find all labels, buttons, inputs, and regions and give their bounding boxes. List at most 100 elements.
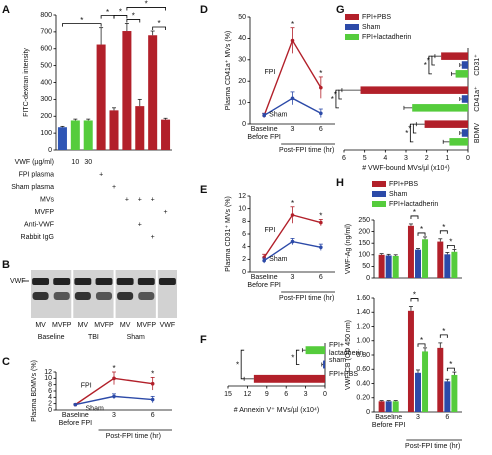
legend-swatch — [345, 34, 359, 40]
blot-band — [53, 278, 71, 285]
x-tick-label: 3 — [290, 274, 295, 281]
x-tick-label: 5 — [363, 155, 367, 162]
significance-bracket — [439, 230, 448, 234]
y-tick-label: 50 — [238, 14, 246, 21]
y-axis-title: FITC-dextran intensity — [23, 48, 30, 117]
data-point — [73, 402, 78, 407]
y-tick-label: 0 — [48, 407, 52, 414]
y-tick-label: 20 — [238, 78, 246, 85]
bar — [441, 52, 468, 60]
category-label-box: FPI+PBS — [329, 371, 358, 378]
significance-bracket — [428, 55, 432, 75]
y-tick-label: 400 — [40, 79, 52, 86]
legend-swatch — [372, 191, 386, 197]
x-tick-label-box: Baseline Before FPI — [59, 412, 92, 427]
panel-letter: E — [200, 184, 207, 196]
x-tick-label: 2 — [425, 155, 429, 162]
lane-label: VWF — [160, 322, 176, 329]
y-tick-label: 0.40 — [356, 380, 370, 387]
table-cell: + — [125, 196, 129, 203]
category-label-box: FPI+ lactadherin — [329, 342, 363, 357]
bar — [461, 61, 468, 69]
x-tick-label: 4 — [383, 155, 387, 162]
significance-bracket — [446, 367, 455, 372]
x-axis-title: Post-FPI time (hr) — [279, 147, 334, 154]
blot-band — [74, 278, 92, 285]
x-tick-label: 0 — [466, 155, 470, 162]
y-tick-label: 50 — [362, 263, 370, 270]
bar — [378, 401, 385, 412]
y-tick-label: 8 — [242, 218, 246, 225]
y-tick-label: 600 — [40, 46, 52, 53]
legend-label: FPI+PBS — [389, 181, 418, 188]
y-tick-label: 800 — [40, 12, 52, 19]
data-point — [290, 96, 295, 101]
blot-band — [95, 278, 113, 285]
bar — [461, 95, 468, 103]
y-tick-label: 10 — [44, 375, 52, 382]
y-axis-title: Plasma CD31⁺ MVs (%) — [225, 196, 232, 272]
series-label: Sham — [86, 405, 104, 412]
significance-bracket — [152, 26, 166, 31]
group-label: Baseline — [38, 334, 65, 341]
bar — [437, 241, 444, 278]
bar — [451, 374, 458, 412]
y-tick-label: 200 — [40, 113, 52, 120]
x-tick-label: 3 — [416, 414, 420, 421]
panel-letter: G — [336, 4, 345, 16]
x-tick-label: 15 — [224, 391, 232, 398]
significance-bracket — [126, 19, 141, 23]
x-tick-label: 12 — [244, 391, 252, 398]
data-point — [262, 113, 266, 118]
significance-star: * — [151, 369, 154, 378]
data-point — [290, 213, 295, 217]
category-label: sham — [329, 356, 347, 364]
x-tick-label: 6 — [342, 155, 346, 162]
table-row-label: VWF (µg/ml) — [15, 159, 54, 166]
panel-letter: B — [2, 259, 10, 271]
panel-letter: H — [336, 177, 344, 189]
y-tick-label: 2 — [242, 256, 246, 263]
bar — [392, 255, 399, 278]
x-tick-label: 3 — [304, 391, 308, 398]
bar — [70, 120, 80, 150]
panel-letter: A — [2, 4, 10, 16]
blot-band — [32, 292, 49, 300]
table-cell: + — [151, 196, 155, 203]
data-point — [150, 381, 155, 386]
bar — [253, 374, 325, 383]
data-point — [262, 258, 266, 263]
table-cell: + — [99, 171, 103, 178]
significance-star: * — [80, 16, 83, 25]
significance-star: * — [413, 208, 416, 217]
x-tick-label-box: 3 — [290, 274, 295, 281]
group-label: Sham — [127, 334, 145, 341]
bar — [83, 120, 93, 150]
y-tick-label: 6 — [48, 388, 52, 395]
legend-label: Sham — [362, 24, 380, 31]
bar — [378, 254, 385, 278]
bar — [412, 104, 468, 112]
blot-band — [116, 278, 134, 285]
x-tick-label-box: Baseline Before FPI — [372, 414, 405, 429]
significance-bracket — [446, 245, 455, 249]
significance-star: * — [420, 225, 423, 234]
bar — [161, 119, 171, 150]
data-point — [319, 245, 323, 250]
x-axis-title: # Annexin V⁺ MVs/µl (x10⁴) — [234, 407, 319, 414]
data-point — [290, 239, 295, 244]
y-tick-label: 0 — [366, 409, 370, 416]
legend-swatch — [372, 201, 386, 207]
table-cell: + — [164, 209, 168, 216]
legend-label: FPI+lactadherin — [389, 201, 438, 208]
x-tick-label: 3 — [112, 412, 116, 419]
significance-bracket — [431, 55, 435, 66]
bar — [407, 310, 414, 412]
significance-star: * — [427, 57, 430, 66]
data-point — [112, 376, 116, 381]
significance-star: * — [291, 353, 294, 362]
significance-star: * — [408, 125, 411, 134]
protein-label: VWF — [10, 278, 26, 285]
y-tick-label: 8 — [48, 382, 52, 389]
